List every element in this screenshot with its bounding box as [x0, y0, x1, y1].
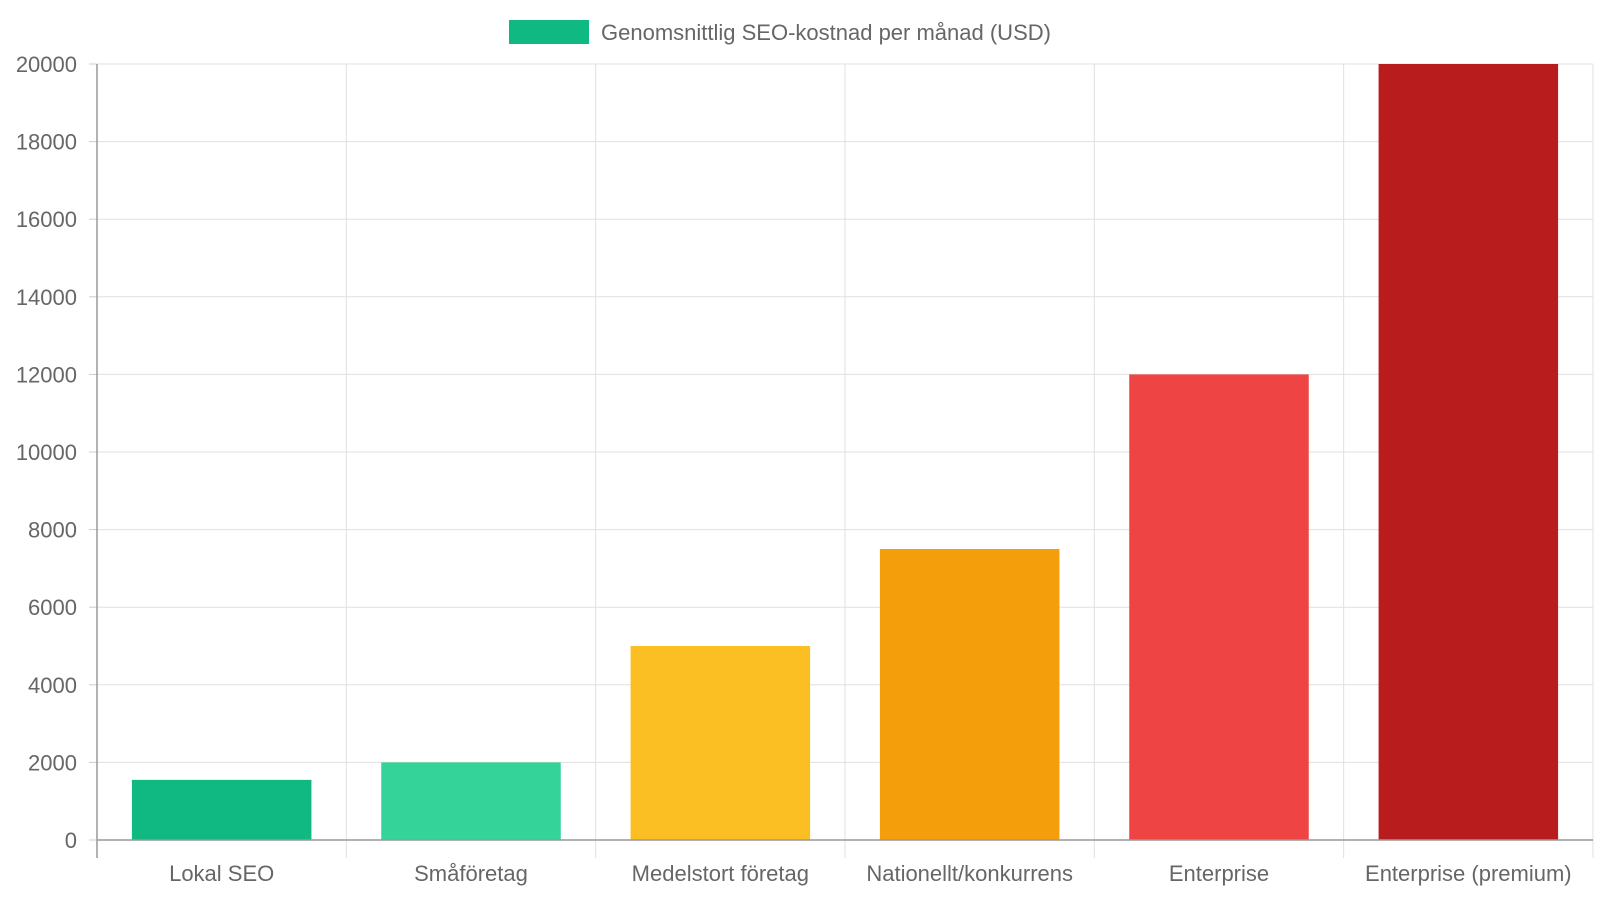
axes: [89, 63, 1593, 858]
y-tick-label: 4000: [28, 673, 77, 698]
x-tick-label: Lokal SEO: [169, 861, 274, 886]
y-tick-label: 2000: [28, 750, 77, 775]
bar-1[interactable]: [131, 779, 312, 840]
y-tick-label: 6000: [28, 595, 77, 620]
y-tick-label: 20000: [16, 52, 77, 77]
bar-2[interactable]: [381, 762, 561, 840]
x-tick-labels: Lokal SEO Småföretag Medelstort företag Nat…: [169, 861, 1572, 886]
legend-label: Genomsnittlig SEO-kostnad per månad (USD…: [601, 20, 1051, 45]
bar-4[interactable]: [879, 549, 1060, 840]
bar-6[interactable]: [1378, 64, 1559, 840]
legend[interactable]: Genomsnittlig SEO-kostnad per månad (USD…: [509, 20, 1051, 45]
y-tick-label: 10000: [16, 440, 77, 465]
x-tick-label: Småföretag: [414, 861, 528, 886]
bars: [131, 64, 1559, 840]
x-tick-label: Medelstort företag: [632, 861, 809, 886]
grid: [97, 63, 1594, 858]
y-tick-labels: 0 2000 4000 6000 8000 10000 12000 14000 16000 180…: [16, 52, 77, 853]
y-tick-label: 18000: [16, 130, 77, 155]
x-tick-label: Enterprise (premium): [1365, 861, 1572, 886]
bar-3[interactable]: [630, 646, 811, 840]
legend-swatch: [509, 20, 589, 44]
x-tick-label: Nationellt/konkurrens: [866, 861, 1073, 886]
bar-5[interactable]: [1129, 374, 1309, 840]
y-tick-label: 0: [65, 828, 77, 853]
y-tick-label: 14000: [16, 285, 77, 310]
y-tick-label: 16000: [16, 207, 77, 232]
y-tick-label: 8000: [28, 518, 77, 543]
x-tick-label: Enterprise: [1169, 861, 1269, 886]
y-tick-label: 12000: [16, 362, 77, 387]
